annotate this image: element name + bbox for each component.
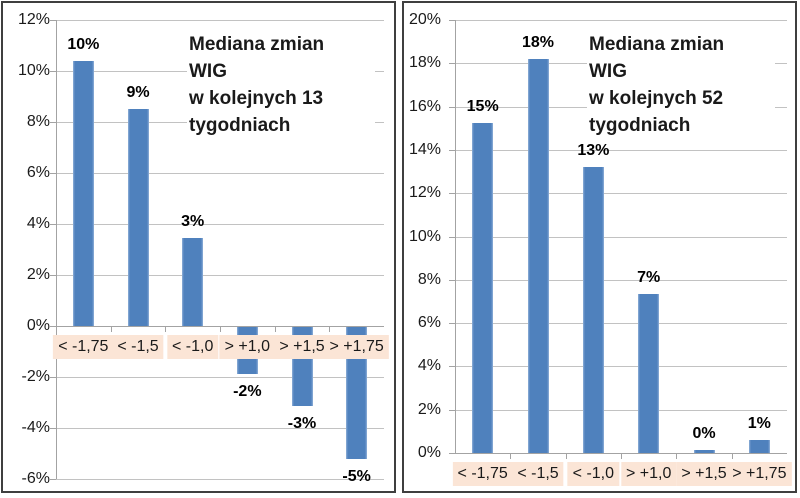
chart-panel-52-weeks	[402, 1, 797, 493]
chart-panel-13-weeks	[1, 1, 396, 493]
